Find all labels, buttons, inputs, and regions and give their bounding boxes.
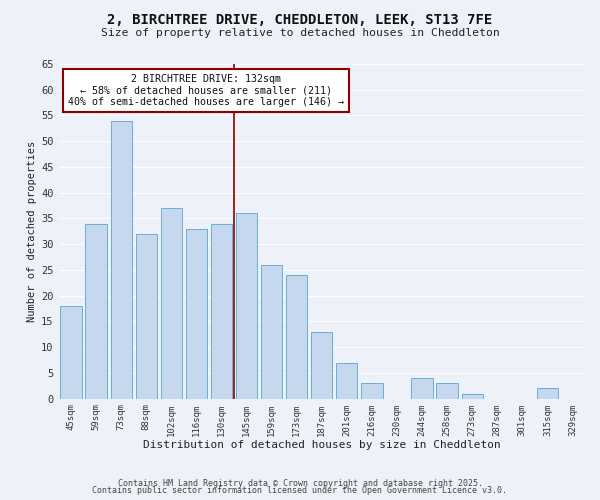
Text: 2 BIRCHTREE DRIVE: 132sqm
← 58% of detached houses are smaller (211)
40% of semi: 2 BIRCHTREE DRIVE: 132sqm ← 58% of detac… [68, 74, 344, 107]
Bar [110, 120, 132, 398]
Text: Contains public sector information licensed under the Open Government Licence v3: Contains public sector information licen… [92, 486, 508, 495]
Text: Size of property relative to detached houses in Cheddleton: Size of property relative to detached ho… [101, 28, 499, 38]
Bar [261, 265, 282, 398]
Bar [136, 234, 157, 398]
Bar [236, 214, 257, 398]
Bar [461, 394, 483, 398]
Bar [537, 388, 558, 398]
Bar [361, 384, 383, 398]
Bar [286, 275, 307, 398]
Bar [61, 306, 82, 398]
Bar [436, 384, 458, 398]
Text: Contains HM Land Registry data © Crown copyright and database right 2025.: Contains HM Land Registry data © Crown c… [118, 478, 482, 488]
Bar [211, 224, 232, 398]
X-axis label: Distribution of detached houses by size in Cheddleton: Distribution of detached houses by size … [143, 440, 500, 450]
Bar [186, 229, 207, 398]
Bar [311, 332, 332, 398]
Bar [336, 362, 358, 398]
Text: 2, BIRCHTREE DRIVE, CHEDDLETON, LEEK, ST13 7FE: 2, BIRCHTREE DRIVE, CHEDDLETON, LEEK, ST… [107, 12, 493, 26]
Bar [161, 208, 182, 398]
Bar [85, 224, 107, 398]
Y-axis label: Number of detached properties: Number of detached properties [27, 140, 37, 322]
Bar [412, 378, 433, 398]
